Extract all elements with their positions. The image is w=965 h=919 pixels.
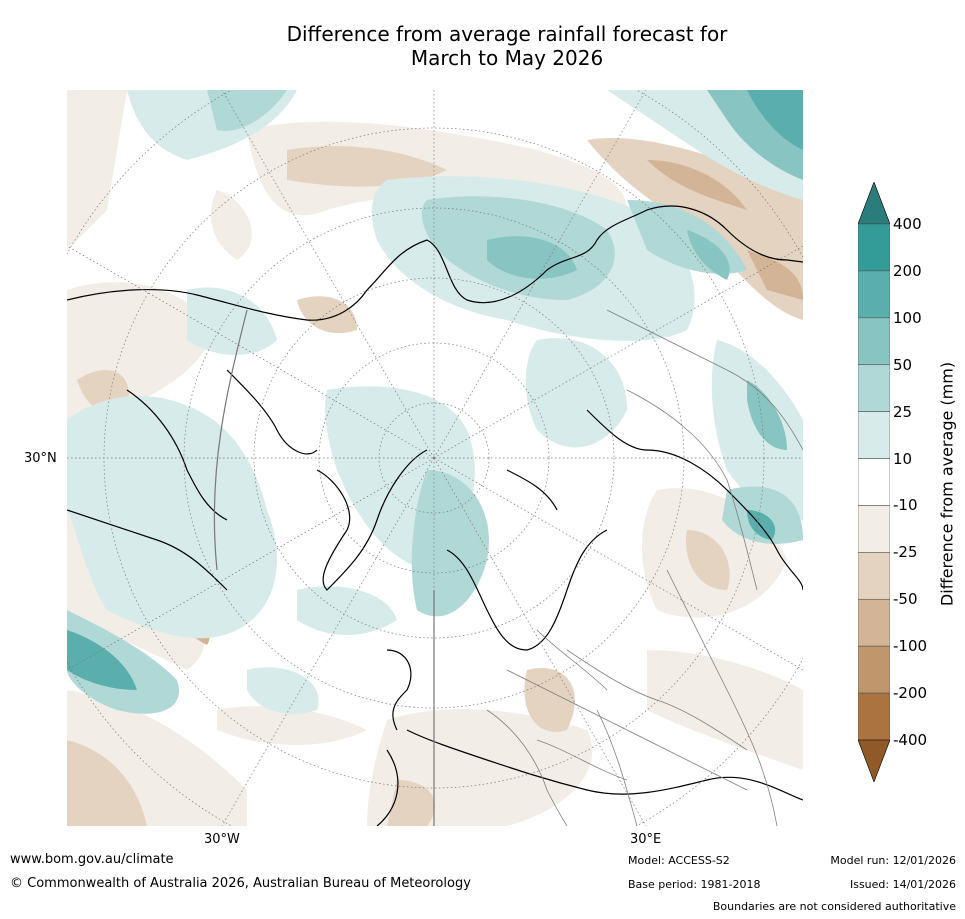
colorbar-label: Difference from average (mm) — [937, 361, 957, 607]
title-line-1: Difference from average rainfall forecas… — [286, 22, 728, 46]
colorbar-band — [857, 270, 891, 319]
lon-30w-label: 30°W — [204, 832, 240, 847]
coastlines — [67, 205, 803, 826]
model-run-text: Model run: 12/01/2026 — [830, 854, 956, 867]
colorbar-tick-label: -10 — [893, 496, 918, 515]
colorbar-bottom-extend — [857, 739, 891, 783]
graticule — [67, 90, 803, 826]
colorbar-band — [857, 645, 891, 694]
colorbar-band — [857, 317, 891, 366]
colorbar-band — [857, 552, 891, 600]
lon-30e-label: 30°E — [630, 832, 662, 847]
colorbar — [857, 181, 891, 783]
country-borders — [486, 309, 803, 826]
colorbar-svg — [857, 181, 891, 783]
colorbar-tick-label: 400 — [893, 215, 922, 233]
model-text: Model: ACCESS-S2 — [628, 854, 730, 867]
colorbar-tick-label: 10 — [893, 449, 913, 468]
base-period-text: Base period: 1981-2018 — [628, 878, 761, 891]
colorbar-tick-label: 100 — [893, 308, 922, 327]
colorbar-top-extend — [857, 181, 891, 225]
colorbar-tick-label: 25 — [893, 402, 913, 421]
colorbar-tick-label: 50 — [893, 355, 913, 374]
colorbar-band — [857, 692, 891, 741]
copyright-text: © Commonwealth of Australia 2026, Austra… — [10, 876, 471, 891]
disclaimer-text: Boundaries are not considered authoritat… — [712, 900, 956, 913]
colorbar-band — [857, 411, 891, 459]
colorbar-band — [857, 364, 891, 412]
website-link[interactable]: www.bom.gov.au/climate — [10, 852, 174, 867]
colorbar-band — [857, 598, 891, 647]
colorbar-tick-label: -100 — [893, 637, 928, 656]
colorbar-tick-label: -200 — [893, 684, 928, 703]
title-line-2: March to May 2026 — [410, 46, 604, 70]
colorbar-tick-label: -400 — [893, 731, 928, 749]
issued-text: Issued: 14/01/2026 — [849, 878, 956, 891]
colorbar-tick-label: -25 — [893, 543, 918, 562]
rainfall-difference-map — [67, 90, 803, 826]
lat-30n-label: 30°N — [24, 451, 57, 466]
map-canvas — [67, 90, 803, 826]
colorbar-tick-label: 200 — [893, 261, 922, 280]
colorbar-band — [857, 223, 891, 272]
wetter-than-average-areas — [67, 90, 803, 714]
map-title: Difference from average rainfall forecas… — [0, 22, 965, 70]
colorbar-tick-label: -50 — [893, 590, 918, 609]
colorbar-band — [857, 505, 891, 553]
prime-meridian — [213, 309, 435, 826]
colorbar-band — [857, 458, 891, 506]
